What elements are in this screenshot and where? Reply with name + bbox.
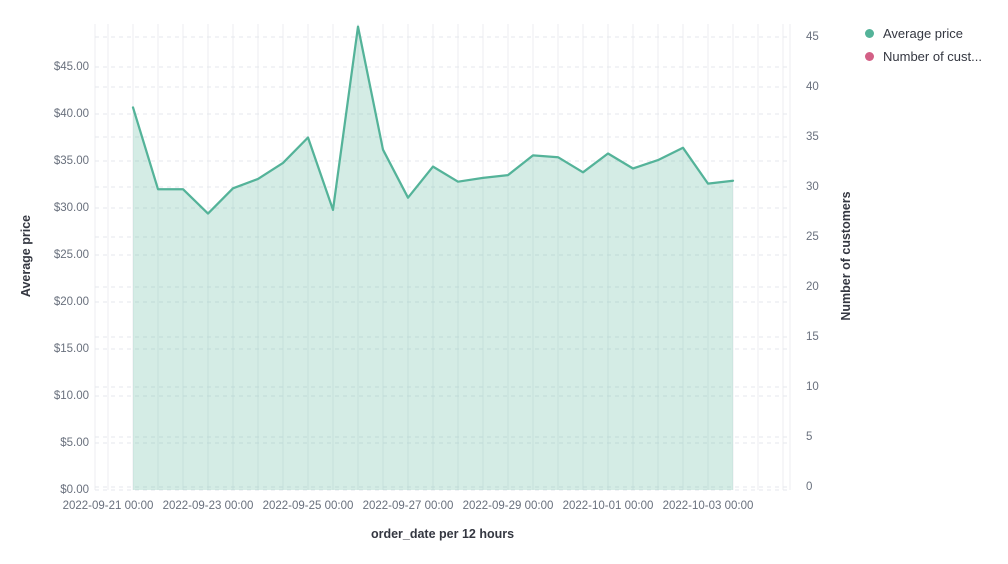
legend-dot-average-price [865,29,874,38]
x-axis-tick-label: 2022-10-03 00:00 [662,500,754,512]
legend-label: Number of cust... [883,49,982,64]
y-axis-tick-label-right: 45 [806,31,819,43]
line-series-average-price [131,25,735,215]
y-axis-tick-label-left: $15.00 [53,343,89,355]
legend-item-average-price[interactable]: Average price [860,22,982,45]
y-axis-tick-label-left: $45.00 [53,61,89,73]
x-axis-tick-label: 2022-09-25 00:00 [262,500,354,512]
y-axis-tick-label-left: $35.00 [53,155,89,167]
y-axis-tick-label-left: $0.00 [60,484,89,496]
y-axis-tick-label-right: 25 [806,231,819,243]
y-axis-tick-label-right: 20 [806,281,819,293]
y-axis-tick-label-left: $25.00 [53,249,89,261]
x-axis-tick-label: 2022-09-27 00:00 [362,500,454,512]
area-series-average-price [133,26,733,490]
legend-dot-number-of-customers [865,52,874,61]
y-axis-title-right: Number of customers [839,191,853,321]
x-axis-tick-label: 2022-09-23 00:00 [162,500,254,512]
chart-legend: Average price Number of cust... [860,22,982,68]
legend-label: Average price [883,26,963,41]
x-axis-title: order_date per 12 hours [370,527,515,541]
y-axis-tick-label-left: $5.00 [60,437,89,449]
legend-item-number-of-customers[interactable]: Number of cust... [860,45,982,68]
y-axis-tick-label-left: $30.00 [53,202,89,214]
x-axis-tick-label: 2022-09-21 00:00 [62,500,154,512]
y-axis-tick-label-right: 30 [806,181,819,193]
x-axis-tick-label: 2022-10-01 00:00 [562,500,654,512]
y-axis-tick-label-right: 10 [806,381,819,393]
x-axis-tick-label: 2022-09-29 00:00 [462,500,554,512]
y-axis-tick-label-right: 5 [806,431,813,443]
y-axis-tick-label-right: 0 [806,481,813,493]
y-axis-tick-label-right: 40 [806,81,819,93]
y-axis-tick-label-left: $40.00 [53,108,89,120]
y-axis-tick-label-right: 35 [806,131,819,143]
y-axis-tick-label-left: $10.00 [53,390,89,402]
y-axis-title-left: Average price [19,214,33,298]
y-axis-tick-label-right: 15 [806,331,819,343]
y-axis-tick-label-left: $20.00 [53,296,89,308]
